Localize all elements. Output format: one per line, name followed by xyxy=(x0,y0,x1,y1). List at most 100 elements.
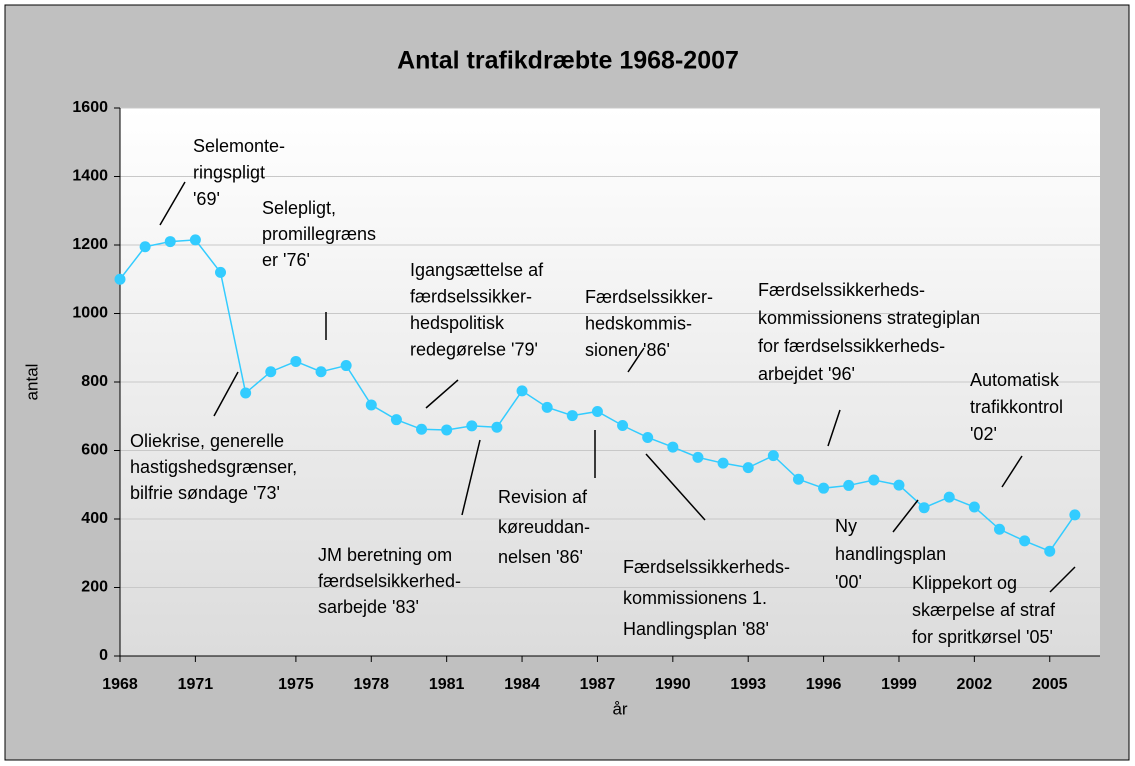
annotation: '00' xyxy=(835,572,862,592)
annotation: Klippekort og xyxy=(912,573,1017,593)
x-tick-label: 1981 xyxy=(429,676,465,693)
annotation: køreuddan- xyxy=(498,517,590,537)
data-point xyxy=(466,420,478,432)
data-point xyxy=(868,474,880,486)
leader-line xyxy=(827,409,841,447)
annotation: handlingsplan xyxy=(835,544,946,564)
leader-line xyxy=(213,371,239,417)
annotation: Handlingsplan '88' xyxy=(623,619,769,639)
annotation: '02' xyxy=(970,424,997,444)
x-tick-label: 1993 xyxy=(730,676,766,693)
annotation: Selemonte- xyxy=(193,136,285,156)
y-tick-label: 200 xyxy=(81,579,108,596)
x-tick-label: 2002 xyxy=(957,676,993,693)
y-axis-label: antal xyxy=(22,364,41,401)
annotation: hedskommis- xyxy=(585,313,692,333)
annotation: Automatisk xyxy=(970,370,1060,390)
annotation: skærpelse af straf xyxy=(912,600,1056,620)
annotation: Igangsættelse af xyxy=(410,260,544,280)
x-axis-label: år xyxy=(612,699,627,718)
data-point xyxy=(742,462,754,474)
data-point xyxy=(1069,509,1081,521)
data-point xyxy=(541,401,553,413)
x-tick-label: 1996 xyxy=(806,676,842,693)
x-tick-label: 1984 xyxy=(504,676,540,693)
annotation: Færdselssikkerheds- xyxy=(623,557,790,577)
data-point xyxy=(792,473,804,485)
y-tick-label: 0 xyxy=(99,647,108,664)
data-point xyxy=(416,423,428,435)
data-point xyxy=(893,479,905,491)
y-tick-label: 1600 xyxy=(72,99,108,116)
annotation: trafikkontrol xyxy=(970,397,1063,417)
annotation: hastigshedsgrænser, xyxy=(130,457,297,477)
annotation: nelsen '86' xyxy=(498,547,583,567)
chart-title: Antal trafikdræbte 1968-2007 xyxy=(397,47,739,75)
y-tick-label: 400 xyxy=(81,510,108,527)
data-point xyxy=(943,491,955,503)
annotation: er '76' xyxy=(262,250,310,270)
data-point xyxy=(365,399,377,411)
y-tick-label: 600 xyxy=(81,442,108,459)
data-point xyxy=(667,441,679,453)
data-point xyxy=(290,355,302,367)
data-point xyxy=(818,482,830,494)
y-tick-label: 1000 xyxy=(72,305,108,322)
x-tick-label: 1987 xyxy=(580,676,616,693)
data-point xyxy=(215,266,227,278)
annotation: kommissionens 1. xyxy=(623,588,767,608)
leader-line xyxy=(645,453,706,521)
x-tick-label: 1975 xyxy=(278,676,314,693)
data-point xyxy=(767,450,779,462)
data-point xyxy=(692,451,704,463)
data-point xyxy=(1044,545,1056,557)
data-point xyxy=(617,419,629,431)
data-point xyxy=(516,385,528,397)
annotation: Selepligt, xyxy=(262,198,336,218)
annotation: redegørelse '79' xyxy=(410,339,538,359)
data-point xyxy=(340,360,352,372)
annotation: promillegræns xyxy=(262,224,376,244)
y-tick-label: 800 xyxy=(81,373,108,390)
annotation: JM beretning om xyxy=(318,545,452,565)
annotation: Oliekrise, generelle xyxy=(130,431,284,451)
leader-line xyxy=(461,439,481,516)
data-point xyxy=(390,414,402,426)
y-tick-label: 1200 xyxy=(72,236,108,253)
data-point xyxy=(491,421,503,433)
data-point xyxy=(993,523,1005,535)
annotation: kommissionens strategiplan xyxy=(758,308,980,328)
x-tick-label: 2005 xyxy=(1032,676,1068,693)
data-point xyxy=(918,502,930,514)
annotation: Færdselssikker- xyxy=(585,287,713,307)
x-tick-label: 1990 xyxy=(655,676,691,693)
leader-line xyxy=(159,181,186,226)
data-point xyxy=(240,387,252,399)
annotation: hedspolitisk xyxy=(410,313,505,333)
annotation: for færdselssikkerheds- xyxy=(758,336,945,356)
leader-line xyxy=(1049,566,1076,593)
data-point xyxy=(189,234,201,246)
annotation: færdselsikkerhed- xyxy=(318,571,461,591)
data-point xyxy=(968,501,980,513)
annotation: '69' xyxy=(193,189,220,209)
annotation: ringspligt xyxy=(193,162,265,182)
annotation: færdselssikker- xyxy=(410,286,532,306)
data-point xyxy=(1019,535,1031,547)
data-point xyxy=(139,241,151,253)
leader-line xyxy=(627,347,645,373)
x-tick-label: 1971 xyxy=(178,676,214,693)
x-tick-label: 1999 xyxy=(881,676,917,693)
data-point xyxy=(843,479,855,491)
annotation: Ny xyxy=(835,516,857,536)
y-tick-label: 1400 xyxy=(72,168,108,185)
annotation: sarbejde '83' xyxy=(318,597,419,617)
annotation: Færdselssikkerheds- xyxy=(758,280,925,300)
x-tick-label: 1978 xyxy=(353,676,389,693)
annotation: Revision af xyxy=(498,487,588,507)
data-point xyxy=(717,457,729,469)
annotation: bilfrie søndage '73' xyxy=(130,483,280,503)
data-point xyxy=(315,366,327,378)
data-point xyxy=(114,273,126,285)
